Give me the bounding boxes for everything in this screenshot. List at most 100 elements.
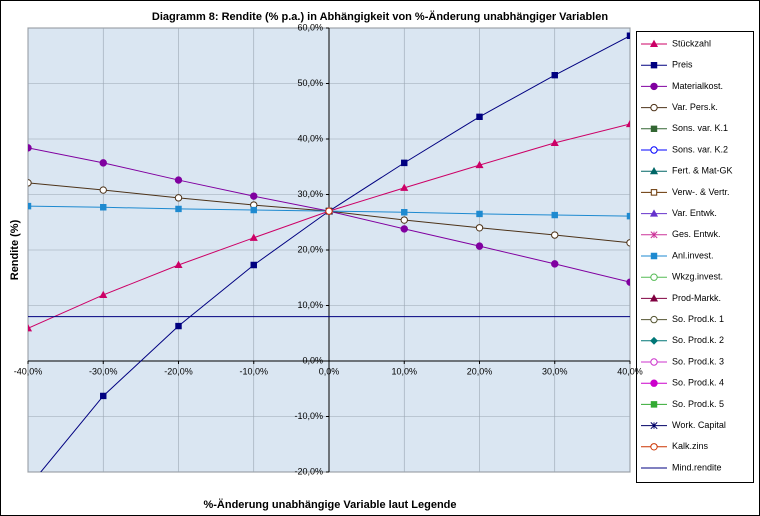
legend-label: Materialkost.	[672, 81, 723, 91]
data-point	[175, 322, 182, 330]
legend-marker	[650, 61, 658, 69]
data-point	[28, 202, 32, 210]
data-point	[28, 144, 32, 152]
data-point	[400, 225, 408, 233]
legend-label: So. Prod.k. 5	[672, 399, 724, 409]
data-point	[476, 210, 483, 218]
y-tick-label: 20,0%	[297, 244, 323, 254]
legend-label: Stückzahl	[672, 38, 711, 48]
data-point	[475, 160, 484, 169]
data-point	[28, 324, 33, 332]
data-point	[100, 392, 107, 400]
data-point	[475, 224, 484, 232]
data-point	[475, 242, 484, 250]
series	[325, 207, 333, 215]
data-point	[550, 138, 559, 146]
data-point	[626, 32, 630, 39]
y-tick-label: 50,0%	[297, 78, 323, 88]
legend-label: Wkzg.invest.	[672, 272, 723, 282]
legend-marker	[650, 146, 658, 154]
data-point	[476, 113, 483, 121]
data-point	[100, 204, 107, 211]
legend-marker	[650, 82, 658, 91]
legend-marker	[650, 273, 658, 281]
legend-marker	[650, 401, 658, 408]
data-point	[174, 176, 183, 184]
legend-marker	[650, 443, 658, 451]
x-tick-label: 40,0%	[617, 366, 643, 376]
x-tick-label: -30,0%	[89, 366, 118, 376]
data-point	[99, 159, 107, 167]
legend-label: So. Prod.k. 1	[672, 314, 724, 324]
data-point	[401, 159, 408, 167]
legend-marker	[649, 209, 659, 217]
data-point	[551, 211, 558, 219]
legend-marker	[649, 39, 659, 48]
legend-marker	[649, 294, 659, 302]
legend-marker	[650, 336, 658, 345]
legend-marker	[650, 252, 658, 260]
x-tick-label: 30,0%	[542, 366, 568, 376]
legend-label: Var. Pers.k.	[672, 102, 718, 112]
legend-label: Var. Entwk.	[672, 208, 717, 218]
legend-label: So. Prod.k. 4	[672, 378, 724, 388]
legend-label: Fert. & Mat-GK	[672, 166, 733, 176]
legend-label: Ges. Entwk.	[672, 229, 721, 239]
chart-title: Diagramm 8: Rendite (% p.a.) in Abhängig…	[152, 10, 608, 23]
y-tick-label: 40,0%	[297, 133, 323, 143]
x-axis-title: %-Änderung unabhängige Variable laut Leg…	[203, 498, 456, 511]
data-point	[174, 260, 183, 269]
x-tick-label: -40,0%	[14, 366, 43, 376]
legend-marker	[650, 189, 658, 196]
data-point	[28, 179, 32, 187]
data-point	[325, 207, 333, 215]
legend-marker	[650, 379, 658, 387]
y-tick-label: -10,0%	[294, 411, 323, 421]
data-point	[625, 119, 630, 128]
legend-label: Kalk.zins	[672, 441, 709, 451]
data-point	[626, 239, 630, 247]
legend-marker	[649, 166, 659, 175]
data-point	[99, 186, 107, 194]
legend-marker	[650, 422, 658, 430]
y-tick-label: 60,0%	[297, 22, 323, 32]
x-tick-label: 10,0%	[391, 366, 417, 376]
data-point	[626, 278, 630, 286]
data-point	[250, 192, 258, 200]
y-tick-label: 0,0%	[302, 355, 323, 365]
legend-label: Anl.invest.	[672, 250, 714, 260]
legend-label: Work. Capital	[672, 420, 726, 430]
y-tick-label: 30,0%	[297, 189, 323, 199]
legend-label: Prod-Markk.	[672, 293, 721, 303]
legend-marker	[650, 358, 658, 366]
legend-marker	[650, 103, 658, 112]
legend-label: So. Prod.k. 3	[672, 356, 724, 366]
data-point	[250, 206, 257, 214]
x-tick-label: 20,0%	[467, 366, 493, 376]
data-point	[401, 209, 408, 216]
data-point	[249, 233, 258, 241]
data-point	[400, 183, 409, 191]
legend-label: Verw-. & Vertr.	[672, 187, 730, 197]
legend-label: Sons. var. K.2	[672, 144, 728, 154]
legend-label: Mind.rendite	[672, 462, 722, 472]
data-point	[400, 216, 408, 224]
data-point	[174, 194, 183, 202]
data-point	[99, 290, 108, 299]
y-axis-title: Rendite (%)	[9, 219, 21, 280]
data-point	[551, 260, 559, 268]
data-point	[551, 71, 558, 79]
y-tick-label: 10,0%	[297, 300, 323, 310]
x-tick-label: -20,0%	[164, 366, 193, 376]
legend-label: Preis	[672, 60, 693, 70]
legend-label: So. Prod.k. 2	[672, 335, 724, 345]
data-point	[175, 205, 182, 213]
y-tick-label: -20,0%	[294, 466, 323, 476]
legend-label: Sons. var. K.1	[672, 123, 728, 133]
legend-marker	[650, 125, 658, 133]
legend-marker	[650, 231, 658, 239]
data-point	[626, 212, 630, 220]
legend-marker	[650, 315, 658, 324]
x-tick-label: -10,0%	[239, 366, 268, 376]
